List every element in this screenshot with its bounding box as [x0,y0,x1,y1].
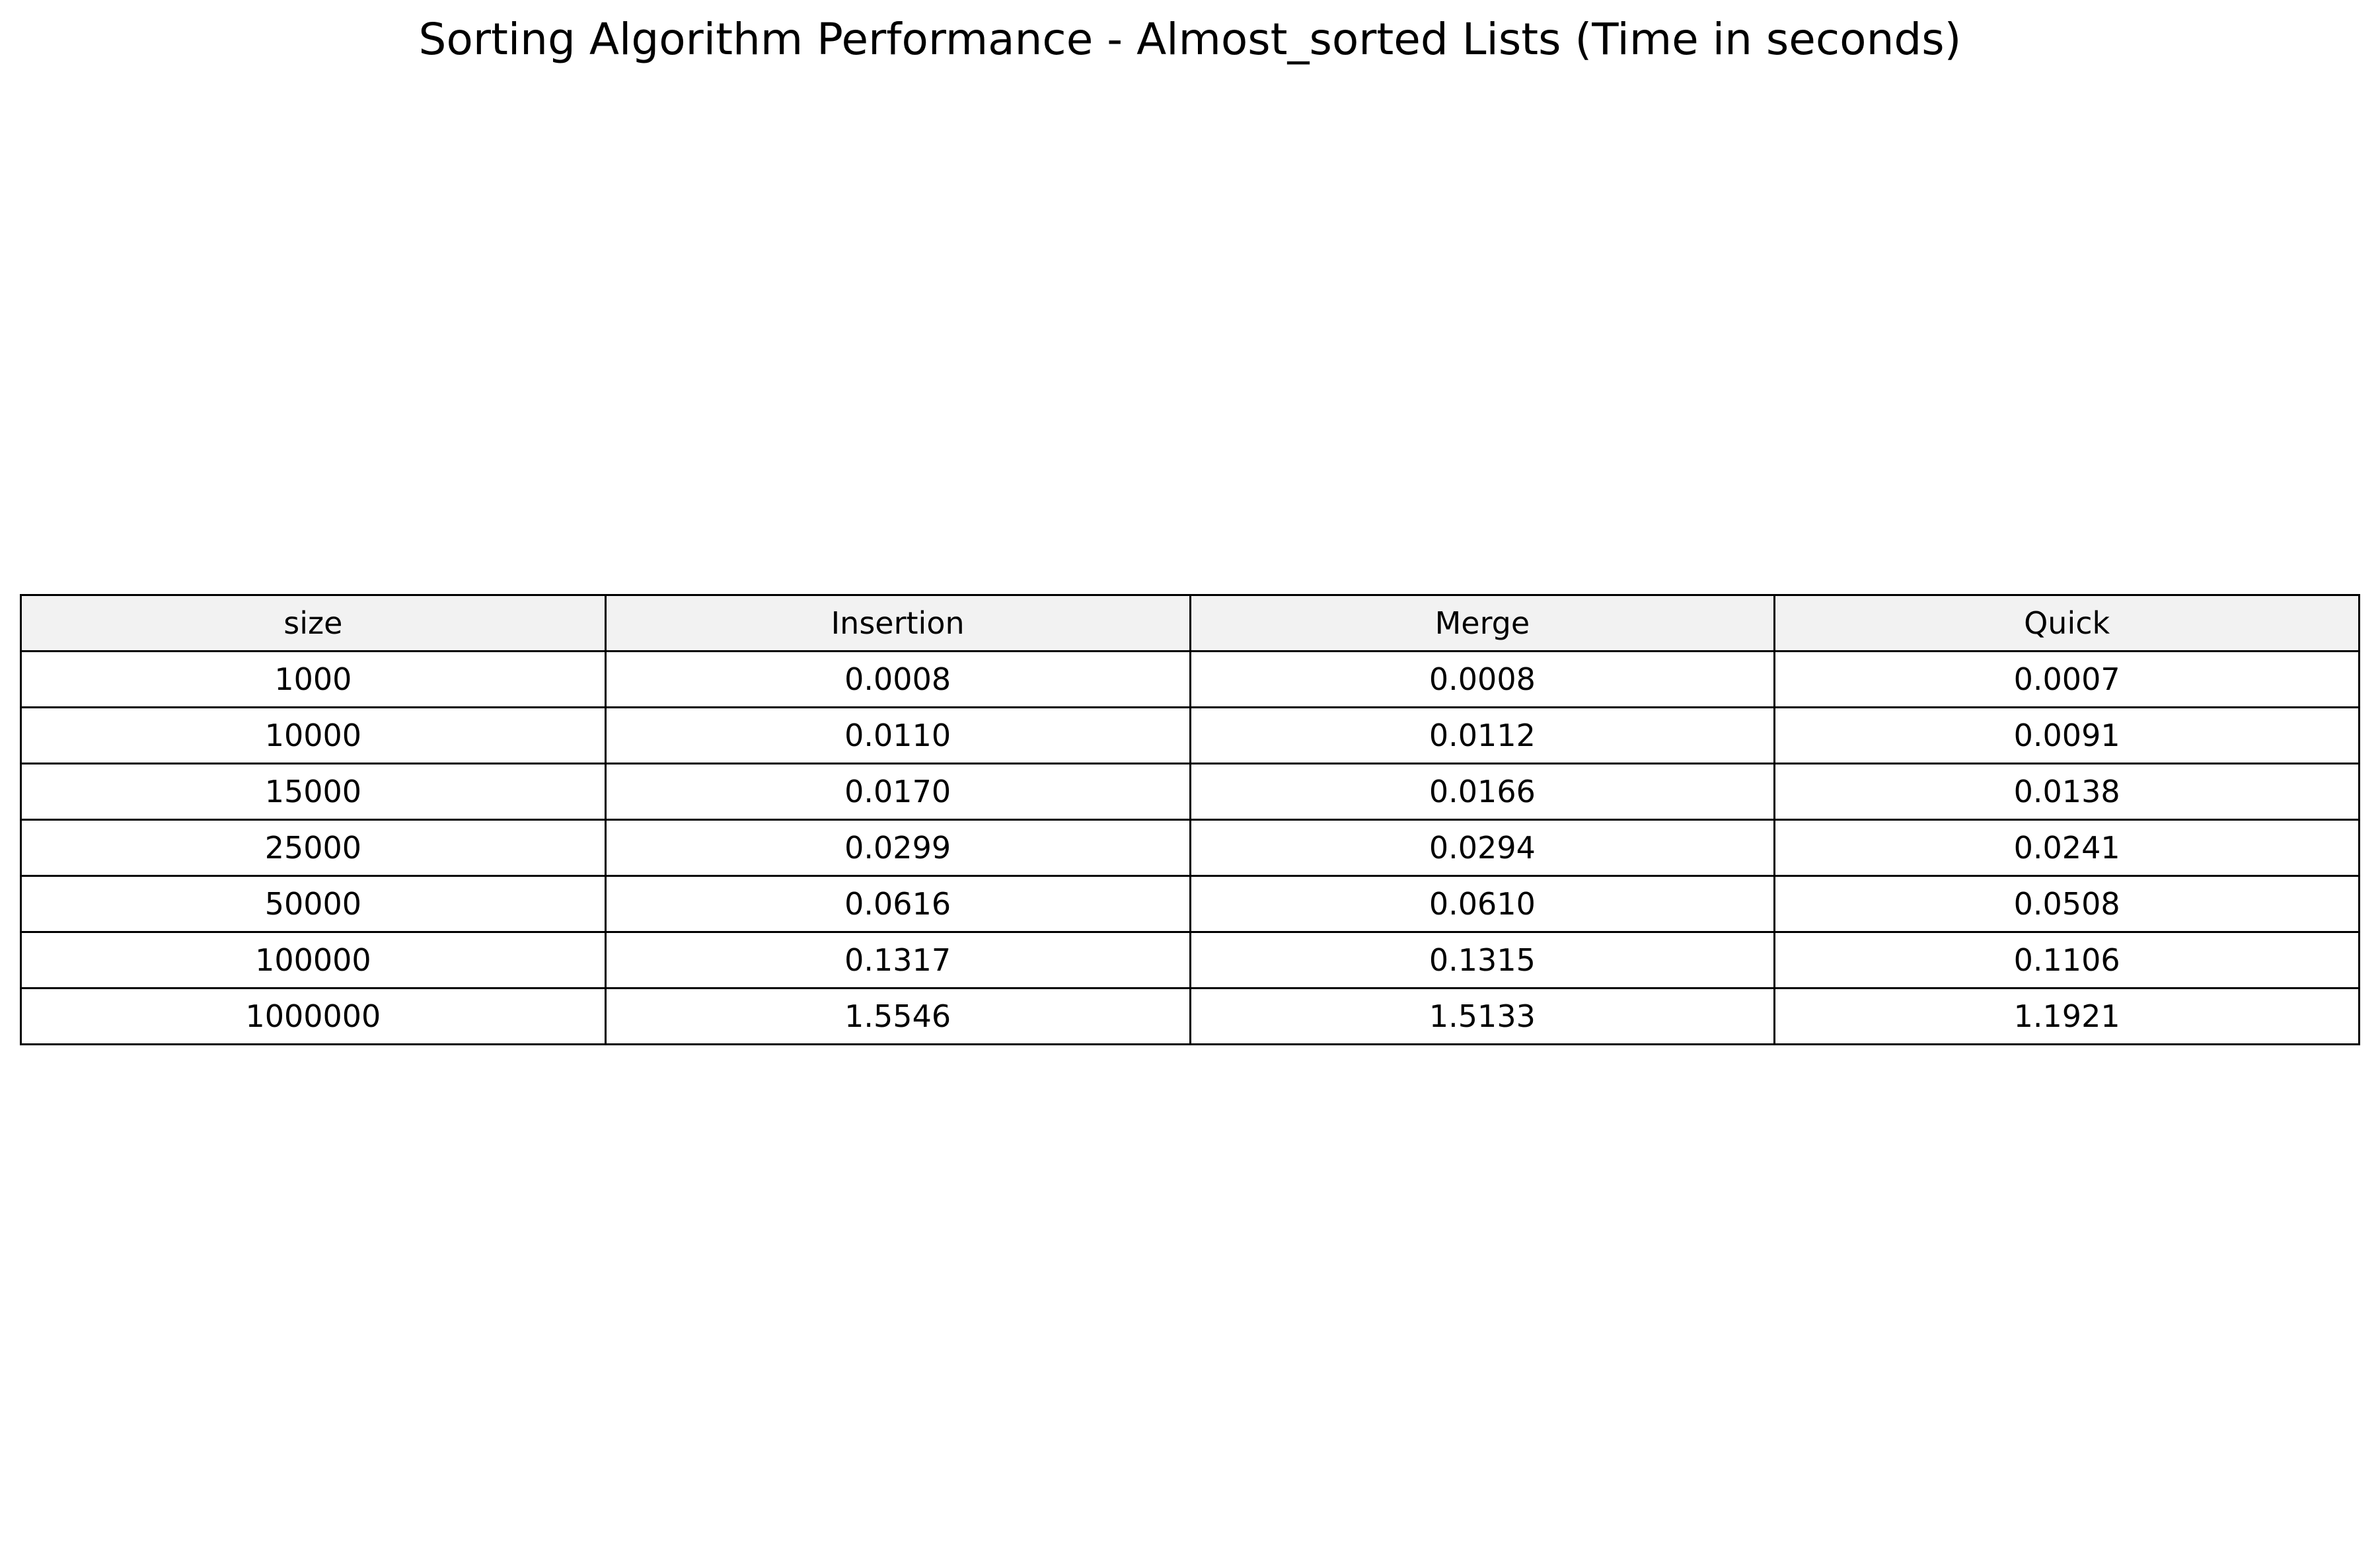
table-cell: 25000 [20,819,607,877]
table-row: 15000 0.0170 0.0166 0.0138 [20,763,2360,821]
table-row: 1000 0.0008 0.0008 0.0007 [20,650,2360,708]
table-cell: 0.1106 [1773,931,2360,989]
column-header-size: size [20,594,607,652]
table-row: 10000 0.0110 0.0112 0.0091 [20,706,2360,764]
table-cell: 0.0166 [1189,763,1776,821]
column-header-quick: Quick [1773,594,2360,652]
table-row: 100000 0.1317 0.1315 0.1106 [20,931,2360,989]
table-row: 1000000 1.5546 1.5133 1.1921 [20,987,2360,1045]
column-header-merge: Merge [1189,594,1776,652]
table-cell: 0.0110 [604,706,1191,764]
table-cell: 0.0008 [604,650,1191,708]
table-cell: 0.1315 [1189,931,1776,989]
table-cell: 1.5133 [1189,987,1776,1045]
table-cell: 0.1317 [604,931,1191,989]
table-cell: 0.0138 [1773,763,2360,821]
table-cell: 10000 [20,706,607,764]
performance-table: size Insertion Merge Quick 1000 0.0008 0… [20,594,2360,1045]
table-cell: 0.0112 [1189,706,1776,764]
header-row: size Insertion Merge Quick [20,594,2360,652]
table-cell: 100000 [20,931,607,989]
table-cell: 0.0091 [1773,706,2360,764]
table-cell: 15000 [20,763,607,821]
table-cell: 0.0610 [1189,875,1776,933]
chart-title: Sorting Algorithm Performance - Almost_s… [418,14,1962,65]
table-cell: 1.1921 [1773,987,2360,1045]
table-cell: 1000000 [20,987,607,1045]
table-cell: 0.0170 [604,763,1191,821]
column-header-insertion: Insertion [604,594,1191,652]
table-cell: 50000 [20,875,607,933]
table-cell: 1000 [20,650,607,708]
table-cell: 0.0508 [1773,875,2360,933]
table-cell: 0.0241 [1773,819,2360,877]
table-row: 25000 0.0299 0.0294 0.0241 [20,819,2360,877]
table-cell: 0.0294 [1189,819,1776,877]
table-cell: 1.5546 [604,987,1191,1045]
table-body: 1000 0.0008 0.0008 0.0007 10000 0.0110 0… [20,650,2360,1045]
table-cell: 0.0616 [604,875,1191,933]
table-header: size Insertion Merge Quick [20,594,2360,652]
table-cell: 0.0008 [1189,650,1776,708]
table-row: 50000 0.0616 0.0610 0.0508 [20,875,2360,933]
table-cell: 0.0299 [604,819,1191,877]
table-cell: 0.0007 [1773,650,2360,708]
